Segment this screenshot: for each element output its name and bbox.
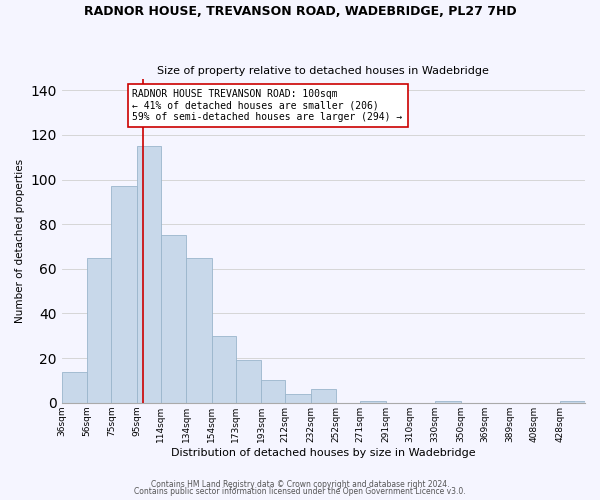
Bar (560, 400, 585, 403)
Bar (285, 394, 311, 403)
Y-axis label: Number of detached properties: Number of detached properties (15, 159, 25, 323)
Bar (435, 400, 461, 403)
Title: Size of property relative to detached houses in Wadebridge: Size of property relative to detached ho… (157, 66, 490, 76)
Bar (360, 400, 386, 403)
Bar (236, 360, 261, 403)
Bar (161, 236, 186, 403)
Text: Contains public sector information licensed under the Open Government Licence v3: Contains public sector information licen… (134, 488, 466, 496)
Text: RADNOR HOUSE TREVANSON ROAD: 100sqm
← 41% of detached houses are smaller (206)
5: RADNOR HOUSE TREVANSON ROAD: 100sqm ← 41… (133, 89, 403, 122)
Text: Contains HM Land Registry data © Crown copyright and database right 2024.: Contains HM Land Registry data © Crown c… (151, 480, 449, 489)
Bar (62, 372, 87, 403)
Bar (212, 336, 236, 403)
Bar (311, 390, 336, 403)
X-axis label: Distribution of detached houses by size in Wadebridge: Distribution of detached houses by size … (171, 448, 476, 458)
Bar (87, 258, 112, 403)
Bar (261, 380, 285, 403)
Text: RADNOR HOUSE, TREVANSON ROAD, WADEBRIDGE, PL27 7HD: RADNOR HOUSE, TREVANSON ROAD, WADEBRIDGE… (83, 5, 517, 18)
Bar (112, 186, 137, 403)
Bar (137, 146, 161, 403)
Bar (186, 258, 212, 403)
